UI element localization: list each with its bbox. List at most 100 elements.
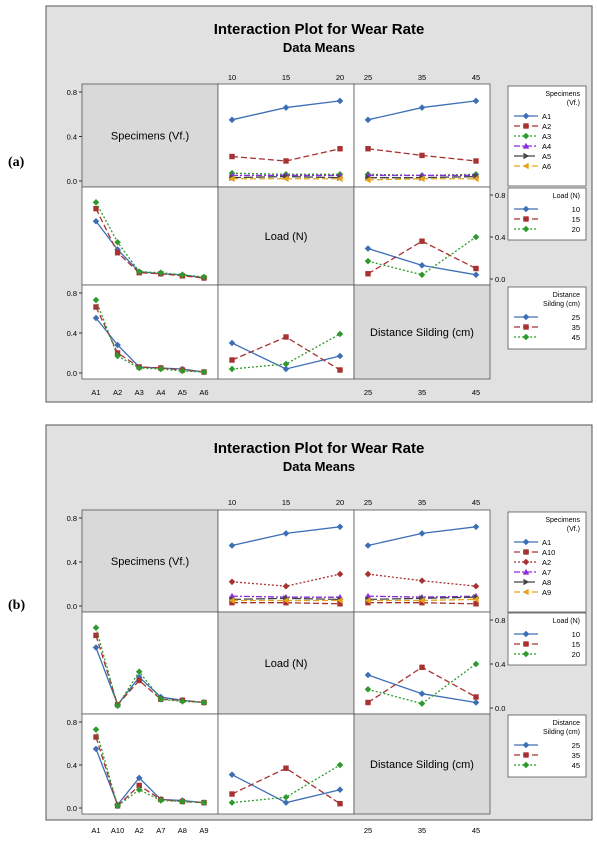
point-45-A4 [157, 365, 165, 373]
point-45-15 [282, 793, 290, 801]
point-35-A1 [93, 304, 99, 310]
x-tick-label: 35 [418, 498, 426, 507]
point-15-35 [419, 238, 425, 244]
point-A10-25 [365, 600, 371, 606]
figure-label-b: (b) [8, 598, 26, 613]
legend-label-A7: A7 [542, 568, 551, 577]
y-tick-label: 0.4 [67, 558, 77, 567]
y-tick-label: 0.4 [67, 761, 77, 770]
chart-subtitle: Data Means [283, 40, 355, 55]
point-35-A2 [136, 782, 142, 789]
legend-marker-35 [523, 324, 529, 330]
point-15-A2 [136, 677, 142, 684]
point-20-45 [472, 660, 480, 668]
legend-title: (Vf.) [567, 526, 580, 533]
legend-marker-A7 [522, 568, 530, 575]
point-20-A9 [200, 699, 208, 706]
legend-label-45: 45 [572, 761, 580, 770]
y-tick-label: 0.4 [495, 660, 505, 669]
point-25-15 [282, 799, 290, 806]
point-25-10 [228, 339, 236, 347]
legend-label-A8: A8 [542, 578, 551, 587]
point-35-15 [283, 765, 289, 771]
point-35-20 [337, 801, 343, 807]
point-45-A1 [92, 726, 100, 733]
panel-r2-c1 [217, 284, 355, 380]
panel-r0-c1 [217, 509, 355, 613]
point-A1-10 [228, 116, 236, 124]
factor-label: Load (N) [265, 658, 308, 670]
x-tick-label: A6 [199, 388, 208, 397]
point-10-25 [364, 245, 372, 252]
point-15-25 [365, 271, 371, 277]
point-35-10 [229, 791, 235, 797]
legend-marker-A6 [522, 162, 529, 170]
legend-title: Load (N) [553, 618, 580, 625]
point-20-35 [418, 271, 426, 279]
legend-box [507, 85, 587, 187]
point-15-35 [419, 664, 425, 670]
series-line-15 [95, 208, 205, 279]
panel-r0-c0: Specimens (Vf.) [81, 509, 219, 613]
x-tick-label: A1 [91, 826, 100, 835]
chart-b: Interaction Plot for Wear Rate Data Means… [45, 424, 593, 835]
panel-r2-c0 [81, 284, 219, 380]
x-tick-label: A9 [199, 826, 208, 835]
point-45-20 [336, 761, 344, 769]
panel-r1-c0 [81, 611, 219, 715]
point-45-A8 [179, 798, 186, 805]
point-A1-45 [472, 523, 480, 531]
x-tick-label: A7 [156, 826, 165, 835]
x-tick-label: A10 [111, 826, 124, 835]
legend-marker-A10 [523, 549, 529, 555]
point-20-25 [364, 686, 372, 693]
chart-a: Interaction Plot for Wear Rate Data Means… [45, 5, 593, 403]
point-A10-20 [337, 601, 343, 607]
point-20-25 [364, 257, 372, 265]
legend-marker-10 [522, 630, 530, 638]
point-A1-25 [364, 542, 372, 549]
point-10-25 [364, 671, 372, 679]
legend-title: Load (N) [553, 193, 580, 200]
point-20-A8 [179, 698, 186, 705]
legend-label-15: 15 [572, 215, 580, 224]
point-A10-45 [473, 601, 479, 607]
y-tick-label: 0.8 [67, 718, 77, 727]
point-A9-10 [228, 597, 235, 604]
point-10-A1 [92, 217, 100, 225]
legend-marker-A2 [523, 123, 529, 129]
legend-label-A2: A2 [542, 558, 551, 567]
legend-marker-15 [523, 216, 529, 222]
point-10-35 [418, 262, 426, 269]
legend-label-20: 20 [572, 650, 580, 659]
legend-marker-25 [522, 313, 530, 321]
plot-panel [217, 83, 355, 188]
point-25-A1 [92, 314, 100, 322]
series-line-15 [95, 635, 205, 706]
series-line-25 [95, 317, 205, 373]
point-20-A2 [114, 238, 121, 246]
point-45-A1 [92, 296, 100, 304]
legend-marker-A2 [522, 558, 530, 566]
point-A2-45 [473, 158, 479, 164]
factor-label: Distance Silding (cm) [370, 327, 474, 339]
legend-title: Distance [553, 720, 580, 727]
legend-title: Specimens [545, 517, 580, 524]
legend-box [507, 714, 587, 778]
x-tick-label: A8 [178, 826, 187, 835]
panel-r2-c0 [81, 713, 219, 815]
point-A9-25 [364, 597, 371, 604]
point-A10-10 [229, 600, 235, 606]
panel-r1-c1: Load (N) [217, 611, 355, 715]
point-45-20 [336, 330, 344, 338]
x-tick-label: A3 [135, 388, 144, 397]
point-25-20 [336, 352, 344, 360]
point-A6-10 [228, 175, 235, 183]
plot-panel [353, 83, 491, 188]
point-45-10 [228, 365, 236, 373]
legend-label-35: 35 [572, 323, 580, 332]
